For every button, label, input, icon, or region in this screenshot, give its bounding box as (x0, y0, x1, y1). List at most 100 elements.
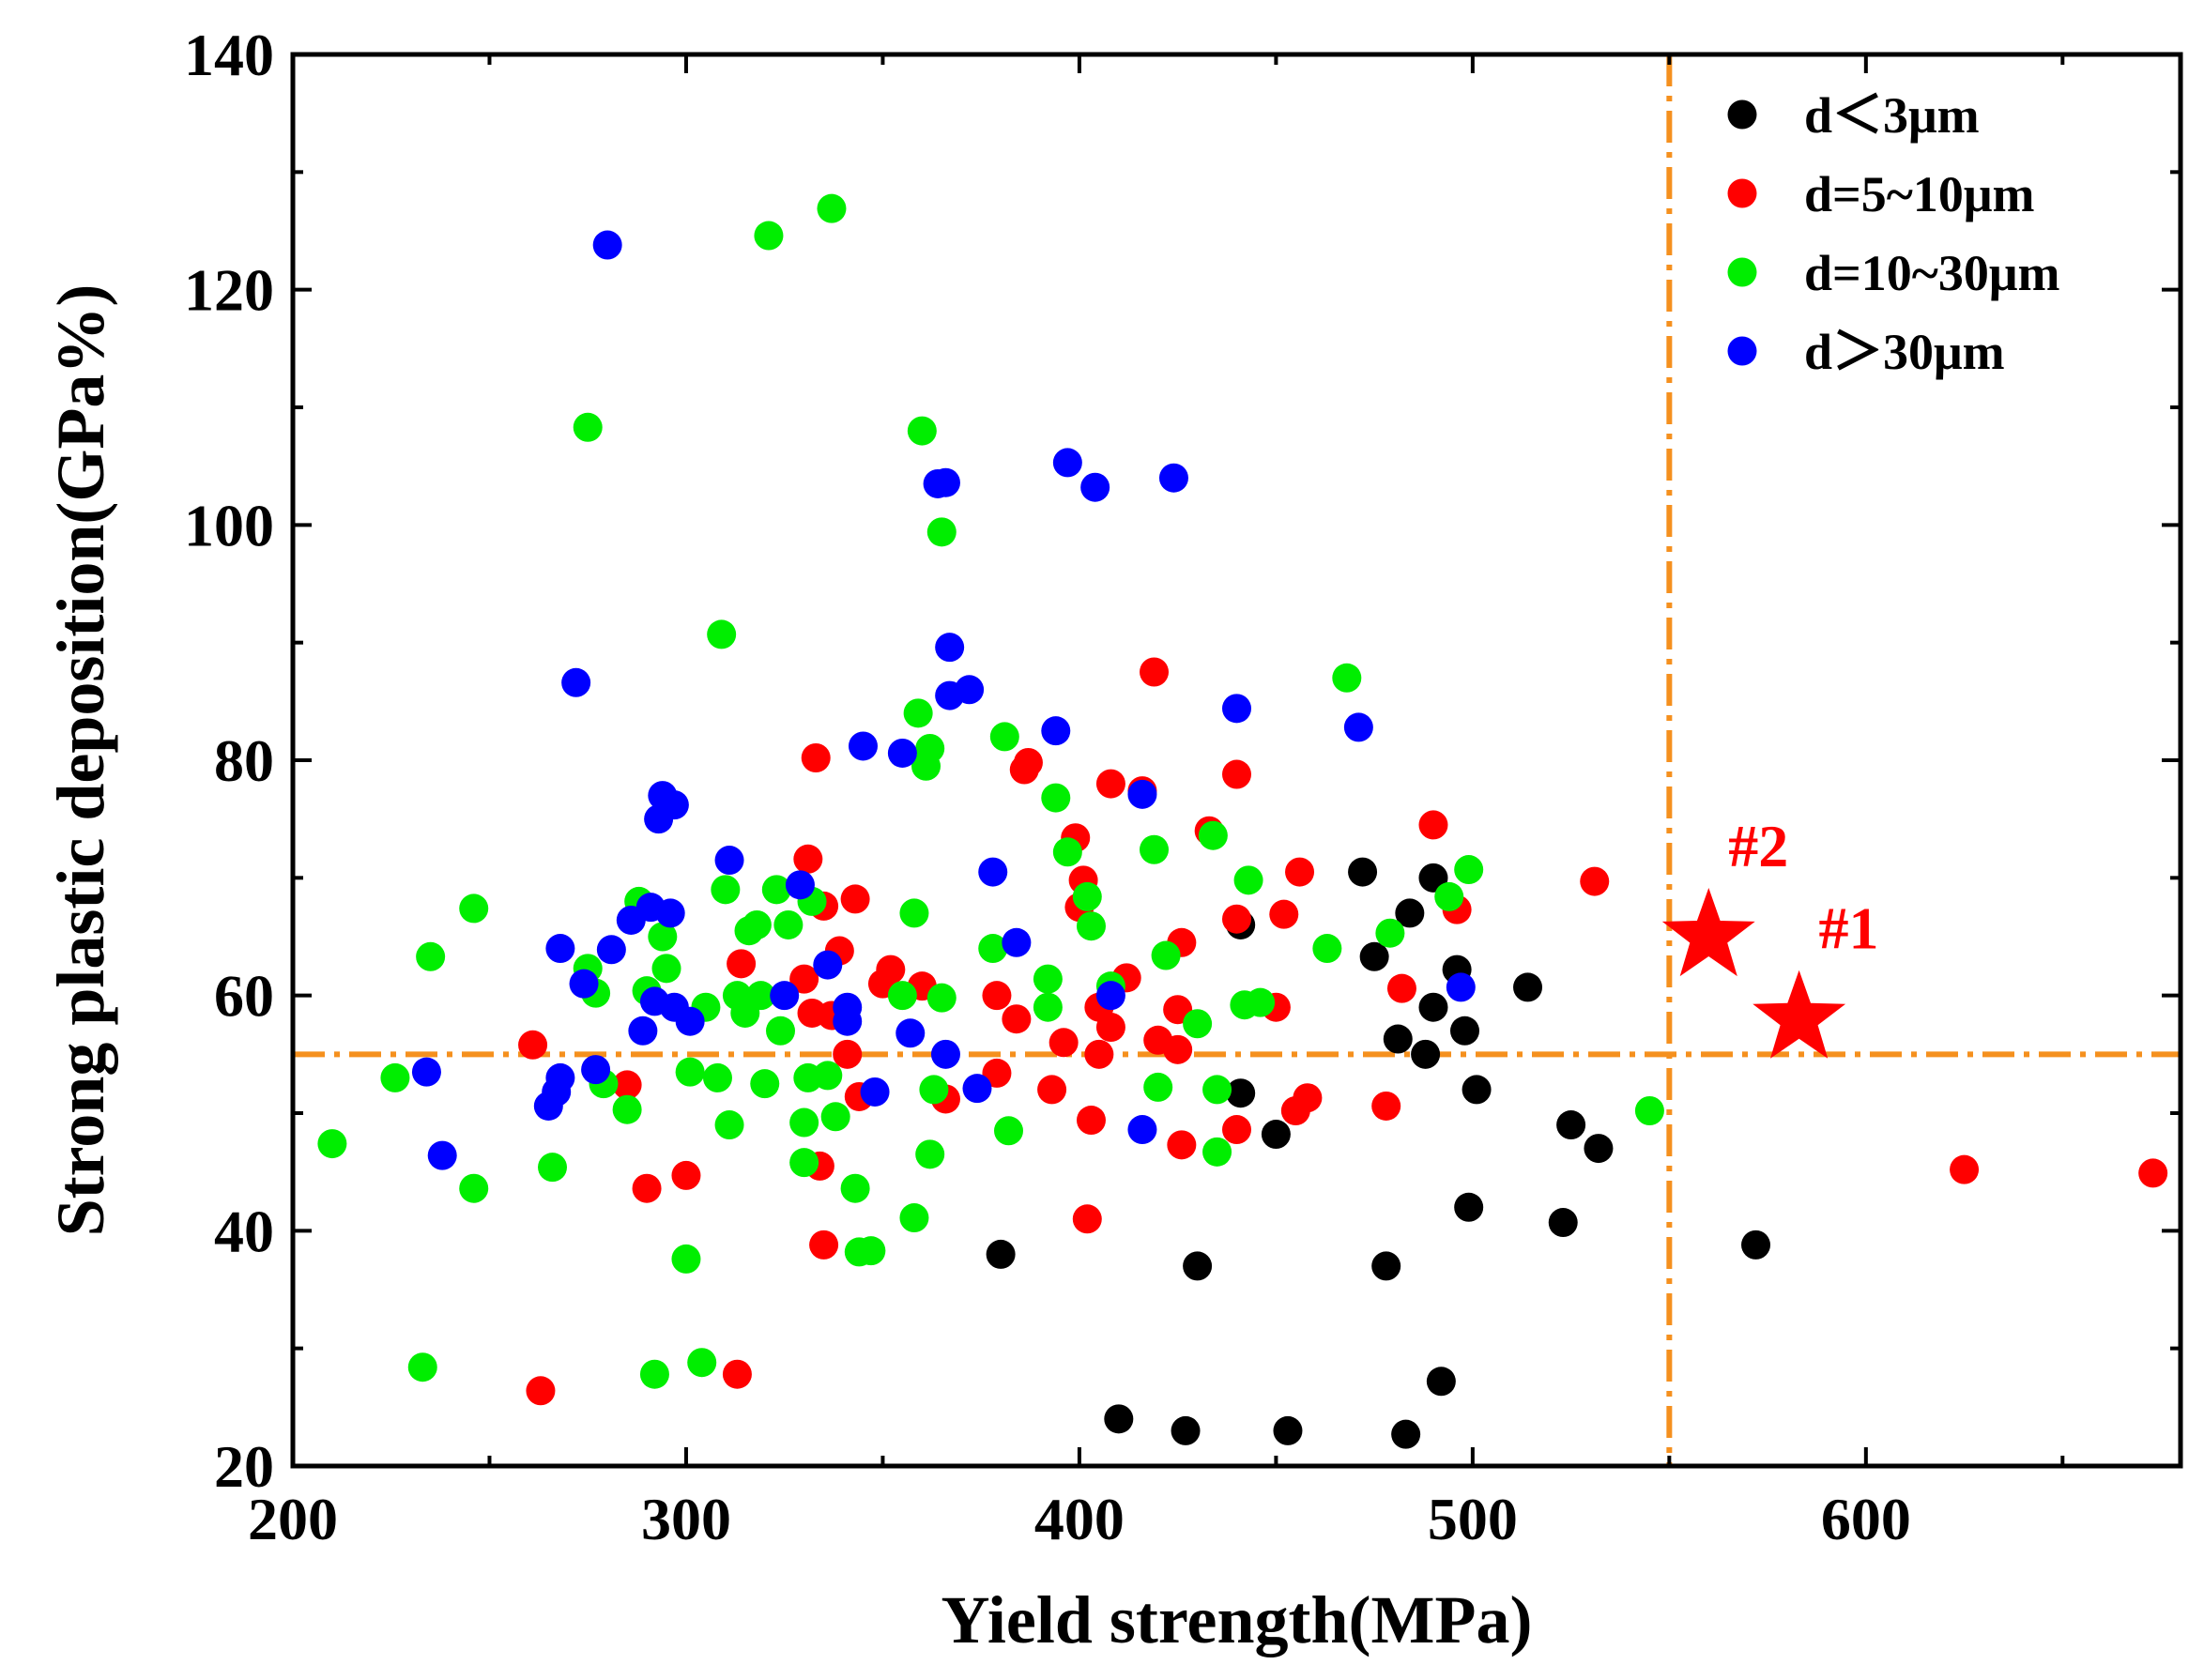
data-point (407, 1352, 437, 1382)
legend-label: d=5~10μm (1804, 166, 2034, 222)
point-annotation: #2 (1728, 813, 1788, 879)
data-point (930, 1039, 960, 1069)
legend-marker (1727, 336, 1757, 366)
data-point (596, 935, 626, 965)
data-point (1202, 1075, 1232, 1105)
data-point (612, 1070, 642, 1100)
data-point (1222, 1115, 1251, 1145)
data-point (1269, 899, 1299, 929)
data-point (581, 1055, 611, 1085)
data-point (907, 416, 937, 446)
data-point (526, 1376, 556, 1406)
legend-marker (1727, 178, 1757, 208)
data-point (1332, 663, 1362, 693)
data-point (1183, 1009, 1213, 1039)
data-point (1013, 748, 1043, 778)
data-point (994, 1116, 1024, 1146)
data-point (711, 875, 741, 905)
reference-lines (293, 54, 2181, 1466)
data-point (1741, 1229, 1771, 1260)
data-point (1002, 927, 1032, 957)
data-point (820, 1102, 850, 1132)
data-point (612, 1094, 642, 1124)
data-point (1395, 898, 1425, 928)
data-point (1095, 981, 1125, 1011)
data-point (639, 1359, 669, 1389)
data-point (714, 846, 744, 876)
data-point (317, 1129, 347, 1159)
data-point (1127, 779, 1157, 809)
data-point (754, 221, 784, 251)
data-point (793, 844, 823, 874)
data-point (1033, 964, 1063, 994)
data-point (592, 230, 622, 260)
data-point (1041, 716, 1071, 746)
data-point (789, 964, 819, 994)
data-point (1371, 1091, 1401, 1121)
x-tick-label: 300 (641, 1486, 731, 1552)
data-point (427, 1140, 457, 1170)
data-point (1418, 810, 1448, 840)
data-point (1143, 1072, 1173, 1102)
data-point (1140, 834, 1170, 864)
x-tick-label: 600 (1821, 1486, 1911, 1552)
data-point (989, 722, 1019, 752)
data-point (926, 517, 957, 547)
data-point (1371, 1251, 1401, 1281)
data-point (1072, 1204, 1102, 1234)
data-point (813, 950, 843, 980)
star-marker (1661, 888, 1755, 977)
x-tick-label: 200 (248, 1486, 338, 1552)
data-point (1076, 1106, 1106, 1136)
data-point (707, 619, 737, 649)
legend-marker (1727, 257, 1757, 287)
data-point (761, 875, 791, 905)
data-point (1041, 783, 1071, 813)
data-point (1151, 940, 1181, 970)
data-point (573, 412, 603, 442)
data-point (1167, 1130, 1197, 1160)
data-point (687, 1348, 717, 1378)
data-point (1418, 992, 1448, 1022)
data-point (926, 983, 957, 1013)
data-point (648, 922, 678, 952)
legend-label: d＜3μm (1804, 87, 1980, 144)
data-point (518, 1030, 548, 1060)
y-tick-label: 20 (214, 1433, 274, 1500)
data-point (628, 1016, 658, 1046)
data-point (770, 981, 800, 1011)
data-point (773, 909, 804, 939)
data-point (1222, 694, 1251, 724)
data-point (986, 1239, 1016, 1269)
data-point (1095, 1013, 1125, 1043)
data-point (655, 898, 685, 928)
data-point (1052, 448, 1082, 478)
data-point (632, 1173, 662, 1203)
data-point (416, 941, 446, 971)
data-point (1950, 1154, 1980, 1184)
data-point (785, 870, 815, 900)
data-point (1375, 918, 1405, 948)
data-point (887, 738, 917, 768)
data-point (935, 633, 965, 663)
data-point (746, 981, 776, 1011)
data-point (1386, 973, 1416, 1003)
data-point (1158, 463, 1188, 493)
data-point (727, 949, 757, 979)
y-tick-label: 140 (184, 22, 274, 88)
data-point (1285, 857, 1315, 887)
data-point (1580, 866, 1610, 896)
data-point (1391, 1419, 1421, 1449)
data-point (1411, 1039, 1441, 1069)
data-point (899, 898, 929, 928)
data-point (789, 1107, 819, 1138)
data-point (1434, 881, 1464, 911)
data-point (1312, 934, 1342, 964)
data-point (1513, 972, 1543, 1002)
data-point (1052, 837, 1082, 867)
data-point (876, 955, 906, 985)
data-point (1233, 865, 1263, 895)
x-tick-label: 400 (1034, 1486, 1125, 1552)
data-point (848, 731, 878, 761)
